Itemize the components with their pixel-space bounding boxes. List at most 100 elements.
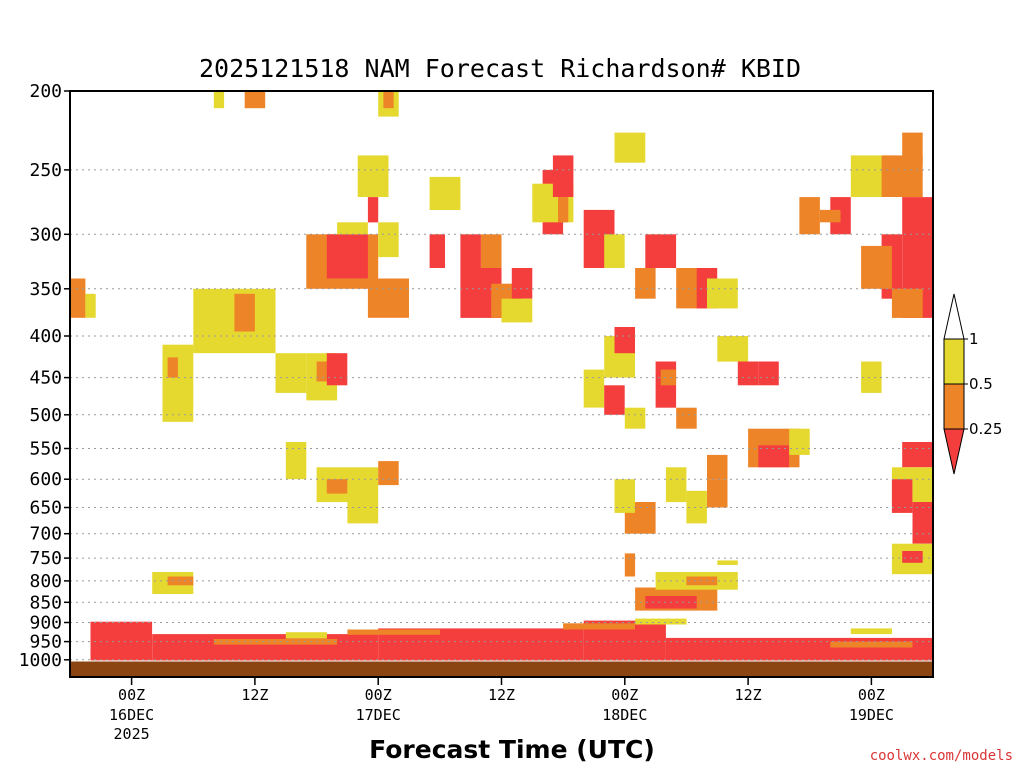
colorbar-label-1: 0.5: [969, 375, 993, 393]
ri-cell-red: [614, 327, 635, 354]
y-tick-label-350: 350: [29, 279, 62, 300]
ri-cell-red: [326, 353, 348, 386]
ri-cell-yellow: [583, 369, 605, 408]
y-tick-label-200: 200: [29, 81, 62, 102]
colorbar-bin-orange: [943, 383, 965, 430]
y-tick-label-950: 950: [29, 632, 62, 653]
ri-cell-orange: [676, 407, 697, 429]
ri-cell-red: [552, 155, 574, 197]
ri-cell-red: [758, 445, 790, 468]
ri-cell-yellow: [501, 298, 533, 323]
x-tick-date-4: 18DEC: [602, 706, 647, 724]
ri-cell-red: [758, 361, 779, 386]
ri-cell-yellow: [429, 176, 461, 210]
ri-cell-orange: [70, 278, 86, 318]
x-tick-label-1: 12Z: [241, 686, 268, 704]
ri-cell-ground: [70, 661, 933, 677]
ri-cell-yellow: [213, 91, 225, 109]
ri-cell-red: [152, 634, 379, 661]
y-tick-label-300: 300: [29, 224, 62, 245]
ri-cell-yellow: [861, 361, 882, 393]
ri-cell-red: [429, 234, 445, 268]
ri-cell-orange: [234, 293, 255, 332]
x-tick-label-6: 00Z: [858, 686, 885, 704]
y-tick-label-1000: 1000: [19, 650, 62, 671]
ri-cell-red: [604, 385, 625, 415]
ri-cell-orange: [830, 641, 913, 648]
ri-cell-red: [830, 197, 851, 235]
ri-cell-yellow: [624, 407, 646, 429]
x-tick-date-2: 17DEC: [356, 706, 401, 724]
ri-cell-red: [902, 551, 923, 563]
colorbar-bin-yellow: [943, 338, 965, 385]
ri-cell-yellow: [285, 442, 307, 480]
ri-cell-orange: [624, 553, 636, 577]
ri-cell-yellow: [378, 222, 399, 258]
ri-cell-yellow: [707, 278, 738, 309]
ri-cell-yellow: [614, 132, 646, 163]
ri-cell-orange: [707, 479, 728, 508]
y-tick-label-900: 900: [29, 613, 62, 634]
ri-cell-red: [902, 442, 933, 468]
colorbar-label-0: 1: [969, 330, 979, 348]
ri-cell-orange: [799, 197, 820, 235]
ri-cell-orange: [244, 91, 266, 109]
x-axis-title: Forecast Time (UTC): [369, 735, 655, 764]
x-tick-label-2: 00Z: [365, 686, 392, 704]
ri-cell-yellow: [789, 428, 810, 455]
ri-cell-yellow: [604, 234, 625, 268]
ri-cell-red: [511, 268, 533, 299]
y-tick-label-800: 800: [29, 571, 62, 592]
y-tick-label-650: 650: [29, 498, 62, 519]
x-tick-label-5: 12Z: [735, 686, 762, 704]
ri-cell-yellow: [275, 353, 307, 393]
ri-cell-yellow: [717, 336, 749, 362]
colorbar-bin-red: [943, 428, 965, 475]
ri-cell-orange: [326, 479, 348, 494]
ri-cell-orange: [891, 288, 923, 318]
ri-cell-red: [460, 234, 481, 268]
ri-cell-orange: [481, 234, 502, 268]
ri-cell-orange: [167, 357, 178, 378]
y-tick-label-250: 250: [29, 160, 62, 181]
y-tick-label-700: 700: [29, 524, 62, 545]
ri-cell-yellow: [357, 155, 389, 197]
ri-cell-orange: [347, 629, 440, 635]
x-tick-label-3: 12Z: [488, 686, 515, 704]
ri-cell-red: [367, 197, 379, 223]
ri-cell-orange: [820, 209, 841, 223]
ri-cell-orange: [660, 369, 677, 386]
ri-cell-orange: [383, 91, 394, 109]
ri-cell-red: [326, 234, 368, 279]
x-tick-label-4: 00Z: [611, 686, 638, 704]
ri-cell-orange: [367, 278, 409, 318]
ri-cell-orange: [558, 197, 569, 223]
ri-cell-yellow: [162, 344, 194, 422]
y-tick-label-400: 400: [29, 326, 62, 347]
ri-cell-red: [737, 361, 759, 386]
colorbar-legend: 1 0.5 0.25: [943, 293, 1002, 475]
ri-cell-yellow: [85, 293, 96, 318]
ri-cell-orange: [707, 454, 728, 480]
x-tick-date-0: 16DEC: [109, 706, 154, 724]
x-tick-date-6: 19DEC: [849, 706, 894, 724]
credit-text: coolwx.com/models: [870, 748, 1013, 764]
colorbar-label-2: 0.25: [969, 420, 1002, 438]
ri-cell-orange: [635, 268, 656, 299]
ri-cell-yellow: [635, 618, 687, 625]
y-tick-label-850: 850: [29, 592, 62, 613]
ri-cell-orange: [563, 623, 635, 630]
chart-title: 2025121518 NAM Forecast Richardson# KBID: [199, 54, 801, 83]
y-tick-label-450: 450: [29, 368, 62, 389]
ri-cell-orange: [378, 461, 399, 486]
x-tick-year-0: 2025: [114, 725, 150, 743]
y-tick-label-500: 500: [29, 405, 62, 426]
ri-cell-yellow: [614, 479, 635, 513]
ri-cell-yellow: [316, 467, 379, 503]
ri-cell-orange: [902, 132, 923, 163]
ri-cell-yellow: [665, 467, 687, 503]
y-tick-label-550: 550: [29, 439, 62, 460]
ri-cell-red: [912, 502, 933, 544]
